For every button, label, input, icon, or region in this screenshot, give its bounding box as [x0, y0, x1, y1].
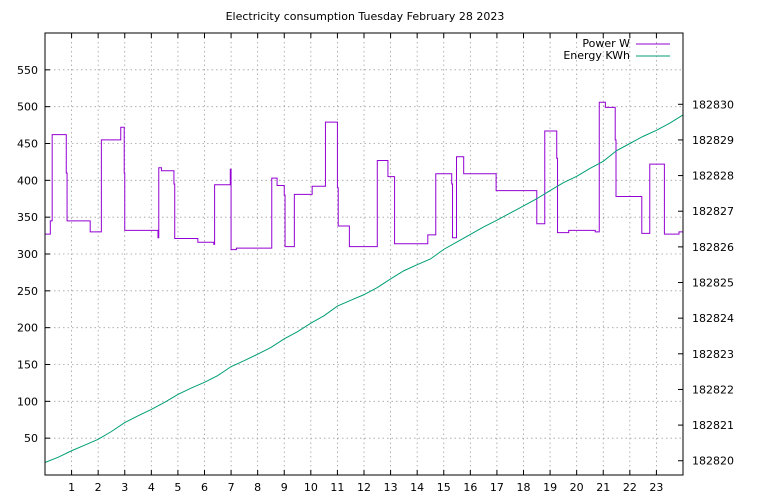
x-tick-label: 13 — [384, 481, 398, 494]
y2-tick-label: 182821 — [692, 419, 734, 432]
x-tick-label: 14 — [410, 481, 424, 494]
x-tick-label: 11 — [330, 481, 344, 494]
y-tick-label: 300 — [17, 248, 38, 261]
x-tick-label: 22 — [623, 481, 637, 494]
series-layer — [44, 101, 684, 463]
energy-series-line — [44, 114, 684, 463]
x-tick-label: 20 — [570, 481, 584, 494]
x-tick-label: 9 — [281, 481, 288, 494]
power-series-line — [45, 101, 683, 251]
x-tick-label: 21 — [596, 481, 610, 494]
y-tick-label: 550 — [17, 64, 38, 77]
y-tick-label: 150 — [17, 359, 38, 372]
x-tick-label: 3 — [121, 481, 128, 494]
x-tick-label: 5 — [174, 481, 181, 494]
y2-tick-label: 182820 — [692, 455, 734, 468]
x-tick-label: 7 — [228, 481, 235, 494]
ticks: 1 2 3 4 5 6 7 8 9 10 11 12 13 14 15 16 17 18 19 20 21 22 23501… — [17, 33, 734, 494]
x-tick-label: 10 — [304, 481, 318, 494]
y-tick-label: 250 — [17, 285, 38, 298]
y2-tick-label: 182830 — [692, 98, 734, 111]
y2-tick-label: 182822 — [692, 383, 734, 396]
y2-tick-label: 182827 — [692, 205, 734, 218]
x-tick-label: 4 — [148, 481, 155, 494]
chart-title: Electricity consumption Tuesday February… — [226, 10, 505, 23]
legend: Power W Energy KWh — [563, 37, 670, 62]
y-tick-label: 50 — [24, 432, 38, 445]
y-tick-label: 200 — [17, 322, 38, 335]
x-tick-label: 12 — [357, 481, 371, 494]
legend-label-energy: Energy KWh — [563, 49, 630, 62]
legend-label-power: Power W — [582, 37, 630, 50]
x-tick-label: 16 — [463, 481, 477, 494]
y2-tick-label: 182828 — [692, 170, 734, 183]
x-tick-label: 6 — [201, 481, 208, 494]
y2-tick-label: 182825 — [692, 277, 734, 290]
x-tick-label: 2 — [95, 481, 102, 494]
x-tick-label: 17 — [490, 481, 504, 494]
x-tick-label: 1 — [68, 481, 75, 494]
x-tick-label: 15 — [437, 481, 451, 494]
grid — [45, 33, 683, 475]
y2-tick-label: 182824 — [692, 312, 734, 325]
y-tick-label: 500 — [17, 101, 38, 114]
x-tick-label: 23 — [649, 481, 663, 494]
x-tick-label: 19 — [543, 481, 557, 494]
y2-tick-label: 182826 — [692, 241, 734, 254]
y2-tick-label: 182829 — [692, 134, 734, 147]
x-tick-label: 18 — [517, 481, 531, 494]
x-tick-label: 8 — [254, 481, 261, 494]
y-tick-label: 100 — [17, 395, 38, 408]
y-tick-label: 400 — [17, 174, 38, 187]
y-tick-label: 450 — [17, 138, 38, 151]
y2-tick-label: 182823 — [692, 348, 734, 361]
y-tick-label: 350 — [17, 211, 38, 224]
